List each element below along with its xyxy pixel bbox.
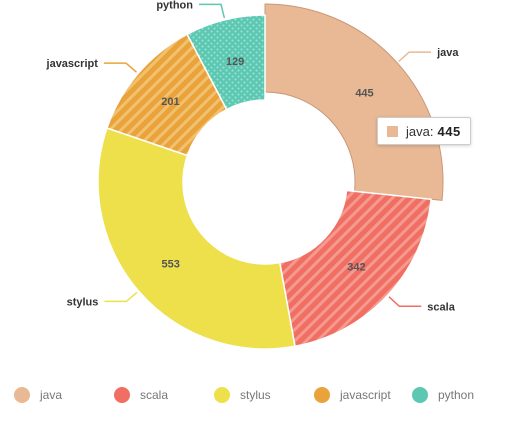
leader-line-javascript bbox=[103, 62, 137, 73]
legend-swatch-python bbox=[412, 387, 428, 403]
category-label-stylus: stylus bbox=[67, 296, 99, 308]
leader-line-stylus bbox=[104, 291, 138, 303]
tooltip: java : 445 bbox=[377, 117, 471, 145]
leader-line-java bbox=[398, 51, 432, 63]
legend-swatch-stylus bbox=[214, 387, 230, 403]
slice-stylus[interactable] bbox=[97, 127, 296, 350]
tooltip-series-name: java bbox=[406, 123, 430, 139]
tooltip-value: 445 bbox=[437, 123, 461, 139]
legend-label-scala: scala bbox=[140, 388, 168, 402]
slice-python[interactable] bbox=[186, 14, 266, 111]
tooltip-swatch bbox=[387, 125, 398, 137]
leader-line-scala bbox=[388, 296, 422, 308]
value-label-python: 129 bbox=[226, 56, 244, 68]
legend-item-python[interactable]: python bbox=[412, 387, 474, 403]
category-label-javascript: javascript bbox=[46, 58, 99, 70]
legend-label-python: python bbox=[438, 388, 474, 402]
leader-line-python bbox=[199, 3, 226, 19]
legend-item-scala[interactable]: scala bbox=[114, 387, 168, 403]
legend-item-javascript[interactable]: javascript bbox=[314, 387, 391, 403]
legend-item-stylus[interactable]: stylus bbox=[214, 387, 271, 403]
value-label-java: 445 bbox=[355, 87, 373, 99]
slice-scala[interactable] bbox=[278, 189, 432, 348]
tooltip-separator: : bbox=[429, 123, 434, 139]
legend-label-javascript: javascript bbox=[339, 388, 391, 402]
legend-label-java: java bbox=[39, 388, 62, 402]
slices-layer bbox=[97, 3, 444, 350]
legend-swatch-javascript bbox=[314, 387, 330, 403]
category-label-scala: scala bbox=[427, 301, 455, 313]
legend-swatch-java bbox=[14, 387, 30, 403]
category-label-python: python bbox=[156, 0, 193, 11]
value-label-stylus: 553 bbox=[162, 258, 180, 270]
category-label-java: java bbox=[436, 47, 459, 59]
labels-layer: 445 java 342 scala 553 stylus 201 javascript 129… bbox=[46, 0, 460, 313]
slice-java[interactable] bbox=[264, 3, 444, 201]
legend: java scala stylus javascript python bbox=[14, 387, 474, 403]
legend-item-java[interactable]: java bbox=[14, 387, 62, 403]
value-label-javascript: 201 bbox=[161, 96, 179, 108]
legend-swatch-scala bbox=[114, 387, 130, 403]
value-label-scala: 342 bbox=[347, 262, 365, 274]
legend-label-stylus: stylus bbox=[240, 388, 271, 402]
